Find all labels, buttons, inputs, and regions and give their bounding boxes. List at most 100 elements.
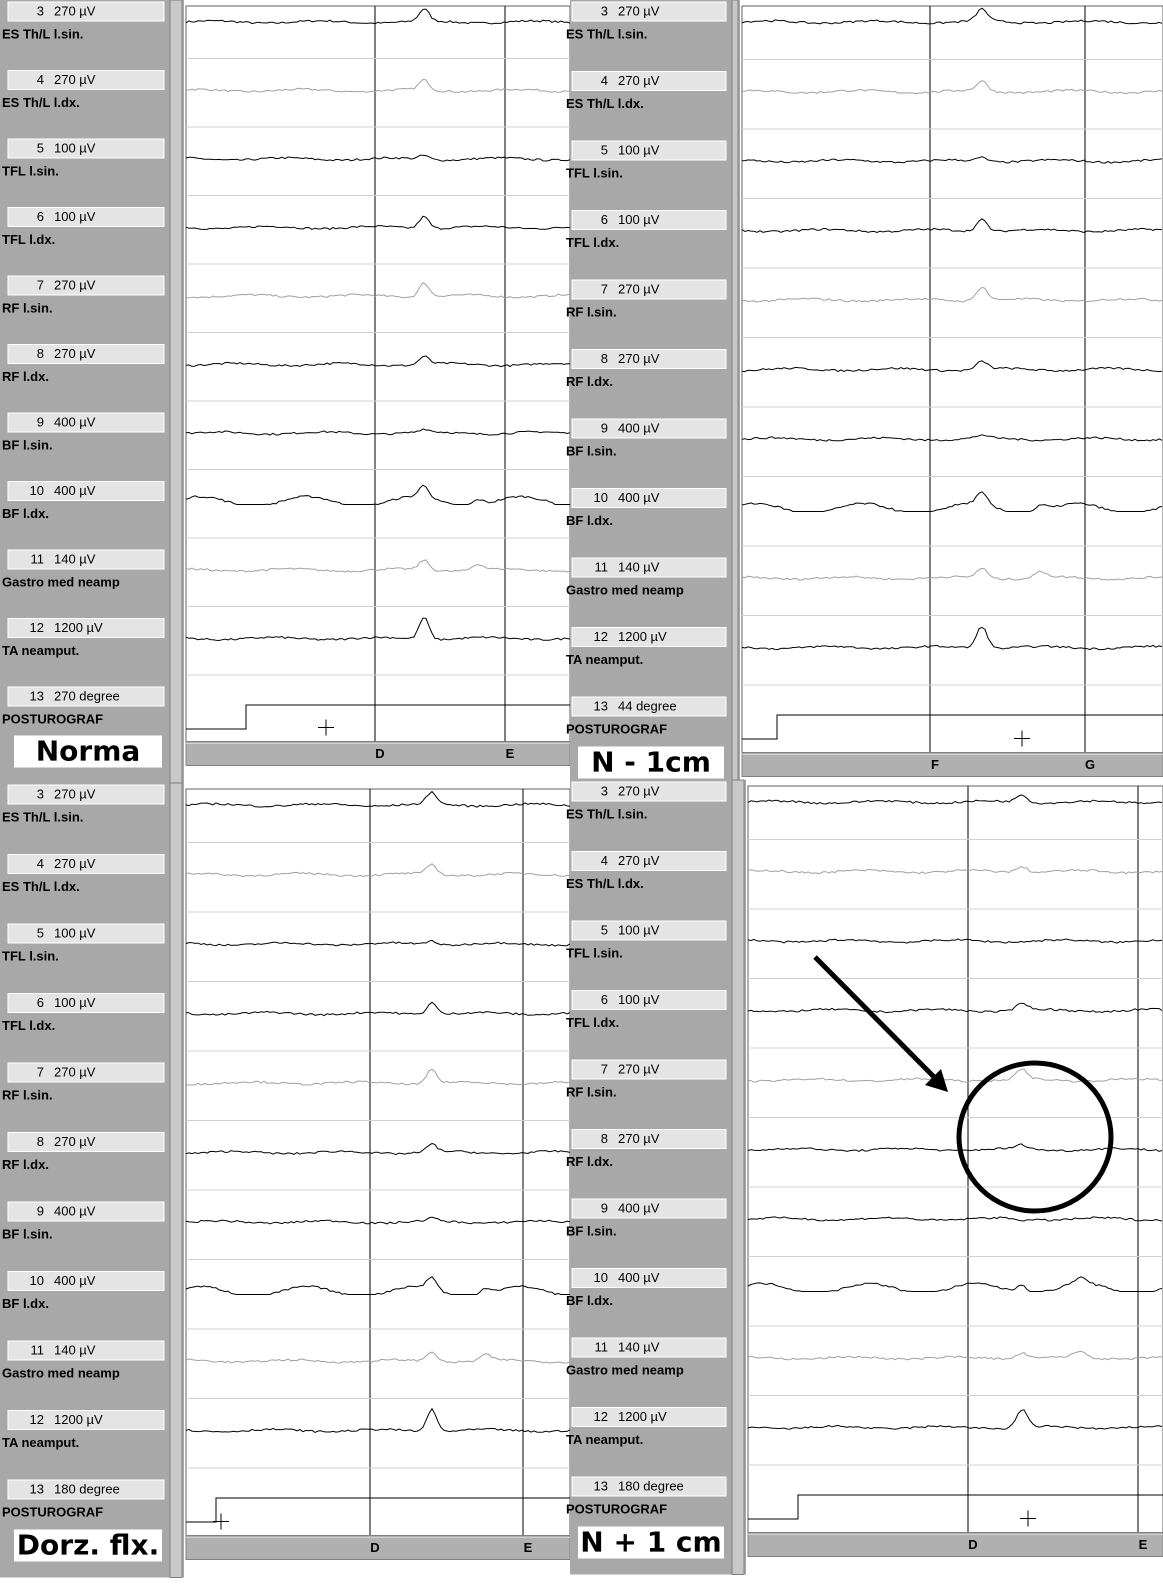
channel-number: 9 bbox=[37, 414, 44, 429]
circle-highlight bbox=[956, 1060, 1114, 1214]
channel-name: BF l.sin. bbox=[566, 1223, 617, 1238]
channel-name: BF l.sin. bbox=[2, 437, 53, 452]
channel-number: 13 bbox=[594, 698, 608, 713]
trace-area bbox=[185, 5, 571, 742]
emg-trace bbox=[185, 281, 571, 299]
emg-trace bbox=[741, 491, 1163, 512]
channel-scale: 100 µV bbox=[618, 142, 660, 157]
channel-name: RF l.sin. bbox=[2, 1087, 53, 1102]
channel-name: ES Th/L l.dx. bbox=[2, 879, 80, 894]
channel-scale: 270 µV bbox=[54, 786, 96, 801]
channel-scale: 140 µV bbox=[618, 559, 660, 574]
channel-number: 8 bbox=[37, 346, 44, 361]
marker-label: F bbox=[931, 757, 939, 772]
channel-number: 4 bbox=[601, 853, 608, 868]
channel-scale: 1200 µV bbox=[54, 1412, 103, 1427]
channel-scale: 400 µV bbox=[54, 483, 96, 498]
channel-name: BF l.dx. bbox=[2, 1296, 49, 1311]
channel-name: ES Th/L l.dx. bbox=[566, 876, 644, 891]
scale-box bbox=[7, 923, 165, 944]
scale-box bbox=[571, 920, 727, 941]
emg-trace bbox=[186, 1497, 570, 1523]
panel: D E 3 270 µV ES Th/L l.sin. 4 270 µV ES Th/L l.… bbox=[0, 782, 571, 1578]
emg-trace bbox=[185, 1276, 570, 1296]
channel-name: RF l.sin. bbox=[566, 304, 617, 319]
channel-name: ES Th/L l.sin. bbox=[566, 26, 647, 41]
scale-box bbox=[7, 1340, 165, 1361]
annotation bbox=[813, 955, 1114, 1214]
channel-number: 6 bbox=[37, 209, 44, 224]
channel-number: 6 bbox=[37, 995, 44, 1010]
scale-box bbox=[7, 854, 165, 874]
emg-trace bbox=[747, 865, 1163, 875]
scale-box bbox=[571, 990, 727, 1010]
scale-box bbox=[571, 210, 727, 230]
channel-scale: 270 µV bbox=[54, 3, 96, 18]
scale-box bbox=[571, 696, 727, 717]
arrow-shaft bbox=[813, 955, 942, 1085]
emg-trace bbox=[747, 1143, 1163, 1153]
emg-trace bbox=[741, 218, 1163, 234]
channel-scale: 100 µV bbox=[618, 212, 660, 227]
channel-name: ES Th/L l.dx. bbox=[2, 95, 80, 110]
splitter bbox=[169, 782, 183, 1578]
channel-name: TFL l.sin. bbox=[566, 945, 623, 960]
label-column bbox=[570, 0, 740, 795]
channel-number: 4 bbox=[37, 72, 44, 87]
channel-scale: 400 µV bbox=[618, 490, 660, 505]
emg-trace bbox=[747, 938, 1163, 944]
scale-box bbox=[7, 993, 165, 1013]
channel-number: 5 bbox=[601, 142, 608, 157]
channel-number: 11 bbox=[31, 1342, 45, 1357]
scale-box bbox=[7, 784, 165, 805]
channel-name: TFL l.dx. bbox=[2, 1018, 55, 1033]
emg-trace bbox=[742, 714, 1163, 740]
emg-trace bbox=[185, 8, 571, 25]
condition-label-box bbox=[14, 735, 162, 768]
label-column bbox=[570, 780, 746, 1575]
channel-scale: 100 µV bbox=[54, 995, 96, 1010]
channel-number: 7 bbox=[37, 277, 44, 292]
emg-trace bbox=[185, 559, 571, 573]
emg-trace bbox=[185, 790, 571, 808]
marker-strip bbox=[185, 741, 571, 766]
channel-name: BF l.sin. bbox=[2, 1226, 53, 1241]
channel-number: 13 bbox=[30, 1481, 44, 1496]
channel-scale: 1200 µV bbox=[54, 620, 103, 635]
channel-number: 6 bbox=[601, 212, 608, 227]
channel-name: RF l.dx. bbox=[566, 374, 613, 389]
scale-box bbox=[7, 1271, 165, 1291]
emg-trace bbox=[185, 484, 570, 506]
channel-scale: 100 µV bbox=[618, 992, 660, 1007]
emg-trace bbox=[186, 704, 570, 730]
channel-number: 5 bbox=[37, 925, 44, 940]
scale-box bbox=[571, 627, 727, 647]
scale-box bbox=[7, 1201, 165, 1222]
scale-box bbox=[7, 275, 165, 296]
channel-scale: 180 degree bbox=[54, 1481, 120, 1496]
channel-name: RF l.dx. bbox=[2, 1157, 49, 1172]
scale-box bbox=[571, 488, 727, 508]
channel-name: RF l.sin. bbox=[566, 1084, 617, 1099]
channel-scale: 270 µV bbox=[618, 351, 660, 366]
channel-name: Gastro med neamp bbox=[2, 1365, 120, 1380]
condition-label: Norma bbox=[36, 735, 141, 768]
channel-name: TA neamput. bbox=[2, 1435, 79, 1450]
channel-number: 3 bbox=[601, 783, 608, 798]
scale-box bbox=[571, 851, 727, 871]
cursor-cross bbox=[213, 1513, 229, 1530]
channel-number: 3 bbox=[37, 786, 44, 801]
channel-number: 8 bbox=[37, 1134, 44, 1149]
emg-trace bbox=[185, 154, 571, 162]
channel-scale: 270 µV bbox=[618, 783, 660, 798]
emg-trace bbox=[185, 355, 571, 368]
channel-number: 12 bbox=[594, 629, 608, 644]
marker-label: G bbox=[1085, 757, 1095, 772]
marker-label: E bbox=[1139, 1537, 1148, 1552]
channel-name: BF l.dx. bbox=[566, 513, 613, 528]
emg-trace bbox=[185, 1351, 571, 1364]
channel-number: 7 bbox=[37, 1064, 44, 1079]
scale-box bbox=[571, 1268, 727, 1288]
scale-box bbox=[7, 1410, 165, 1430]
